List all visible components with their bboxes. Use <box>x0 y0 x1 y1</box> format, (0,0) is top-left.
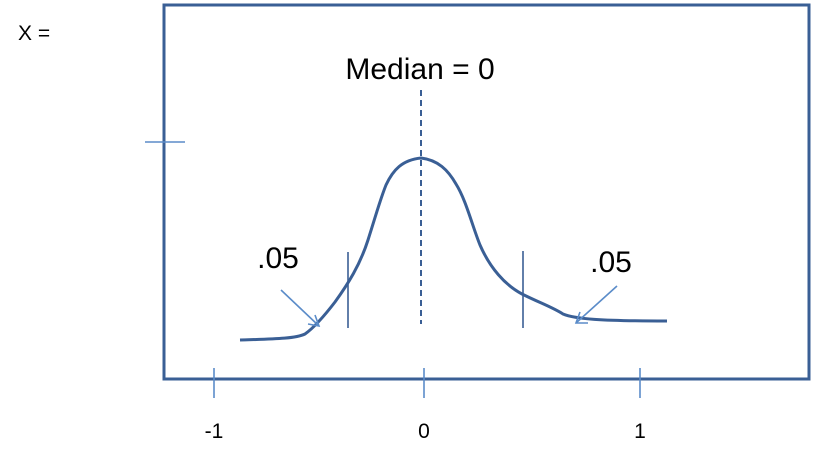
density-curve <box>239 156 668 342</box>
left-tail-label: .05 <box>257 242 299 275</box>
right-tail-arrow <box>574 285 618 324</box>
variable-label: X = <box>18 22 50 45</box>
right-tail-label: .05 <box>590 246 632 279</box>
axis-tick-label-1: 1 <box>634 420 646 443</box>
plot-frame <box>162 3 811 381</box>
median-label: Median = 0 <box>345 53 494 86</box>
axis-tick-label-neg1: -1 <box>205 420 224 443</box>
left-tail-arrow <box>280 289 321 328</box>
axis-tick-label-0: 0 <box>418 420 430 443</box>
